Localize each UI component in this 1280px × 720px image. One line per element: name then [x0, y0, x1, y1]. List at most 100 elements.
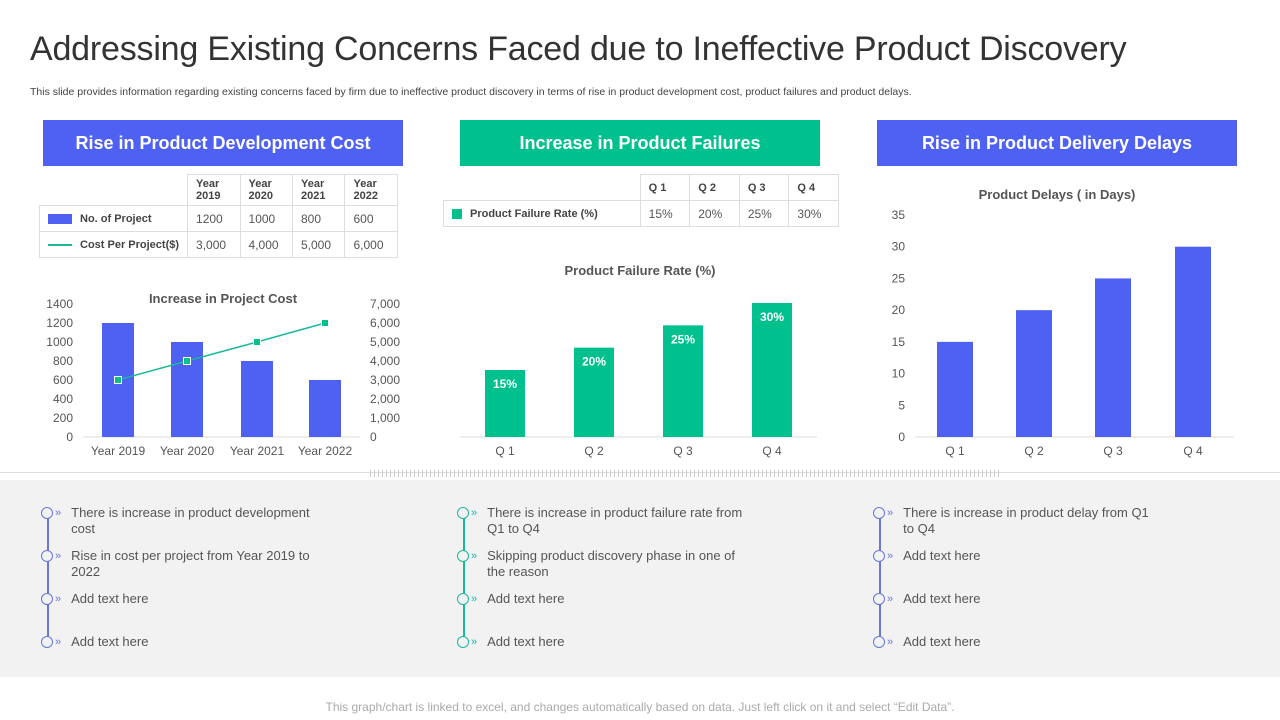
y-tick-label: 15 — [892, 335, 906, 349]
y-tick-label: 5 — [898, 398, 905, 412]
x-tick-label: Q 4 — [762, 444, 782, 458]
col-header: Year 2019 — [187, 174, 241, 206]
y2-tick-label: 4,000 — [370, 354, 400, 368]
note-text: There is increase in product failure rat… — [487, 505, 743, 536]
table-row: No. of Project 1200 1000 800 600 — [38, 205, 398, 232]
col-header: Q 4 — [788, 174, 839, 201]
circle-icon — [41, 507, 53, 519]
y-tick-label: 1400 — [46, 297, 73, 311]
y2-tick-label: 3,000 — [370, 373, 400, 387]
note-text: Rise in cost per project from Year 2019 … — [71, 548, 310, 579]
circle-icon — [457, 593, 469, 605]
panel-header-cost: Rise in Product Development Cost — [43, 120, 403, 166]
double-chevron-icon: » — [471, 593, 478, 605]
footer-note: This graph/chart is linked to excel, and… — [325, 700, 955, 714]
chart-title-cost: Increase in Project Cost — [149, 291, 298, 306]
chart-title-delays: Product Delays ( in Days) — [979, 187, 1136, 202]
note-text: Add text here — [903, 548, 981, 563]
list-item: » Add text here — [41, 634, 148, 650]
y-tick-label: 0 — [66, 430, 73, 444]
cell: 15% — [639, 200, 691, 227]
circle-icon — [41, 593, 53, 605]
chart-title-failure: Product Failure Rate (%) — [565, 263, 716, 278]
circle-icon — [873, 593, 885, 605]
double-chevron-icon: » — [55, 550, 62, 562]
cost-data-table: Year 2019 Year 2020 Year 2021 Year 2022 … — [38, 174, 398, 258]
double-chevron-icon: » — [471, 550, 478, 562]
x-tick-label: Q 2 — [1024, 444, 1044, 458]
y2-tick-label: 1,000 — [370, 411, 400, 425]
circle-icon — [41, 550, 53, 562]
y-tick-label: 1000 — [46, 335, 73, 349]
chart-failure: 15% Q 1 20% Q 2 25% Q 3 30% Q 4 — [460, 303, 817, 458]
legend-swatch — [48, 213, 72, 224]
list-item: » Rise in cost per project from Year 2019… — [41, 548, 331, 580]
chart-delays: 0 5 10 15 20 25 30 35 Q 1 Q 2 Q 3 Q 4 — [892, 208, 1234, 458]
note-text: Add text here — [487, 591, 565, 606]
circle-icon — [457, 507, 469, 519]
bar-delay — [1016, 310, 1052, 437]
note-text: Add text here — [71, 634, 149, 649]
double-chevron-icon: » — [887, 550, 894, 562]
chart-cost: 0 200 400 600 800 1000 1200 1400 0 1,000 2,000 3,00… — [46, 297, 400, 458]
panel-header-delays: Rise in Product Delivery Delays — [877, 120, 1237, 166]
timeline-line — [47, 515, 49, 645]
bar-no-of-project — [102, 323, 134, 437]
double-chevron-icon: » — [471, 507, 478, 519]
circle-icon — [457, 550, 469, 562]
bar-failure-rate — [752, 303, 792, 437]
note-text: Add text here — [487, 634, 565, 649]
list-item: » There is increase in product developmen… — [41, 505, 331, 537]
double-chevron-icon: » — [55, 507, 62, 519]
list-item: » There is increase in product failure ra… — [457, 505, 747, 537]
x-tick-label: Year 2020 — [160, 444, 215, 458]
cell: 800 — [291, 205, 346, 232]
timeline-line — [879, 515, 881, 645]
line-point — [183, 357, 191, 365]
cell: 1200 — [187, 205, 241, 232]
y2-tick-label: 7,000 — [370, 297, 400, 311]
list-item: » Add text here — [873, 548, 980, 564]
line-point — [253, 338, 261, 346]
circle-icon — [41, 636, 53, 648]
table-row: Product Failure Rate (%) 15% 20% 25% 30% — [443, 200, 839, 227]
y-tick-label: 1200 — [46, 316, 73, 330]
legend-line — [48, 243, 72, 246]
data-label: 20% — [582, 355, 606, 369]
bar-delay — [1175, 246, 1211, 437]
legend-swatch — [452, 208, 462, 219]
list-item: » Add text here — [873, 591, 980, 607]
bar-no-of-project — [309, 380, 341, 437]
x-tick-label: Year 2021 — [230, 444, 285, 458]
circle-icon — [873, 507, 885, 519]
cell: 30% — [788, 200, 839, 227]
y2-tick-label: 2,000 — [370, 392, 400, 406]
list-item: » Add text here — [41, 591, 148, 607]
col-header: Year 2021 — [291, 174, 346, 206]
row-label: Cost Per Project($) — [80, 238, 180, 251]
y-tick-label: 0 — [898, 430, 905, 444]
notes-band — [0, 480, 1280, 677]
cell: 3,000 — [187, 231, 241, 258]
y-tick-label: 35 — [892, 208, 906, 222]
circle-icon — [873, 550, 885, 562]
list-item: » Add text here — [873, 634, 980, 650]
line-point — [321, 319, 329, 327]
bar-no-of-project — [241, 361, 273, 437]
list-item: » There is increase in product delay from… — [873, 505, 1163, 537]
bar-failure-rate — [574, 347, 614, 437]
double-chevron-icon: » — [887, 507, 894, 519]
y-tick-label: 600 — [53, 373, 73, 387]
y-tick-label: 30 — [892, 240, 906, 254]
note-text: Add text here — [903, 634, 981, 649]
data-label: 15% — [493, 377, 517, 391]
note-text: Add text here — [903, 591, 981, 606]
col-header: Q 3 — [738, 174, 790, 201]
note-text: Add text here — [71, 591, 149, 606]
circle-icon — [873, 636, 885, 648]
x-tick-label: Q 4 — [1183, 444, 1203, 458]
x-tick-label: Year 2022 — [298, 444, 353, 458]
cell: 5,000 — [291, 231, 346, 258]
x-tick-label: Q 2 — [584, 444, 604, 458]
list-item: » Add text here — [457, 634, 564, 650]
